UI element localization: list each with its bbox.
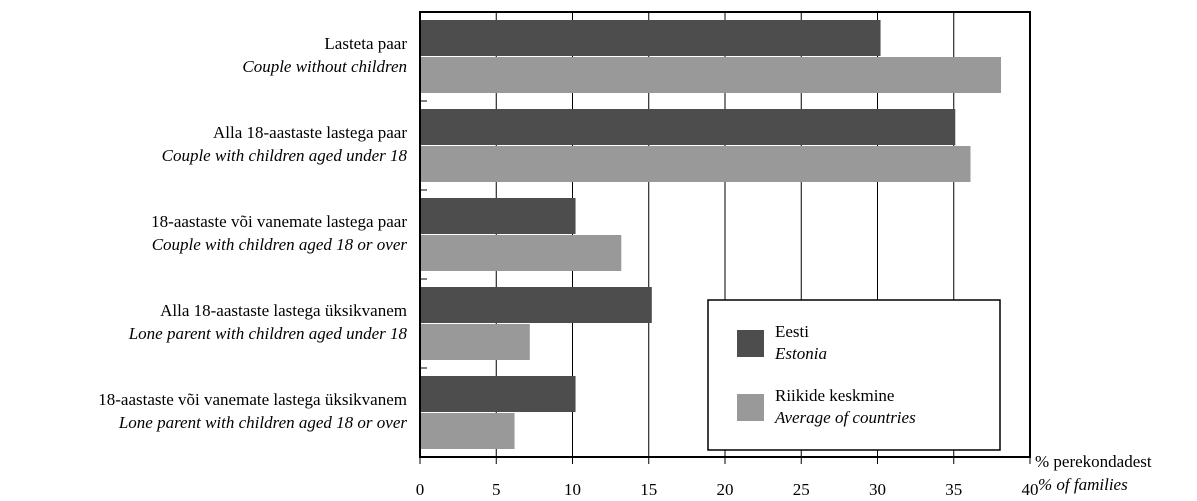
category-label: 18-aastaste või vanemate lastega üksikva… (98, 390, 407, 409)
legend-label-en: Estonia (774, 344, 827, 363)
bar (420, 146, 971, 182)
x-axis-label: % perekondadest (1035, 452, 1152, 471)
bar (420, 109, 956, 145)
legend-label: Eesti (775, 322, 809, 341)
bar (420, 287, 652, 323)
category-label-en: Couple with children aged 18 or over (152, 235, 408, 254)
bar (420, 57, 1002, 93)
plot-frame (419, 11, 1031, 458)
legend-swatch (737, 394, 764, 421)
x-tick-label: 35 (945, 480, 962, 499)
x-tick-label: 5 (492, 480, 501, 499)
category-label-en: Couple without children (242, 57, 407, 76)
legend-label: Riikide keskmine (775, 386, 894, 405)
legend-swatch (737, 330, 764, 357)
bar (420, 376, 576, 412)
x-tick-label: 25 (793, 480, 810, 499)
legend-box (707, 299, 1001, 451)
bar (420, 198, 576, 234)
bar (420, 235, 622, 271)
x-tick-label: 10 (564, 480, 581, 499)
x-tick-label: 40 (1022, 480, 1039, 499)
bar (420, 20, 881, 56)
category-label: Alla 18-aastaste lastega paar (213, 123, 407, 142)
legend-label-en: Average of countries (774, 408, 916, 427)
x-axis-label-en: % of families (1038, 475, 1128, 494)
x-tick-label: 15 (640, 480, 657, 499)
category-label-en: Lone parent with children aged 18 or ove… (118, 413, 408, 432)
x-tick-label: 20 (717, 480, 734, 499)
x-tick-label: 0 (416, 480, 425, 499)
category-label-en: Lone parent with children aged under 18 (128, 324, 408, 343)
category-label: Alla 18-aastaste lastega üksikvanem (160, 301, 407, 320)
x-tick-label: 30 (869, 480, 886, 499)
category-label-en: Couple with children aged under 18 (162, 146, 408, 165)
bar (420, 324, 530, 360)
bar (420, 413, 515, 449)
category-label: Lasteta paar (324, 34, 407, 53)
category-label: 18-aastaste või vanemate lastega paar (151, 212, 407, 231)
